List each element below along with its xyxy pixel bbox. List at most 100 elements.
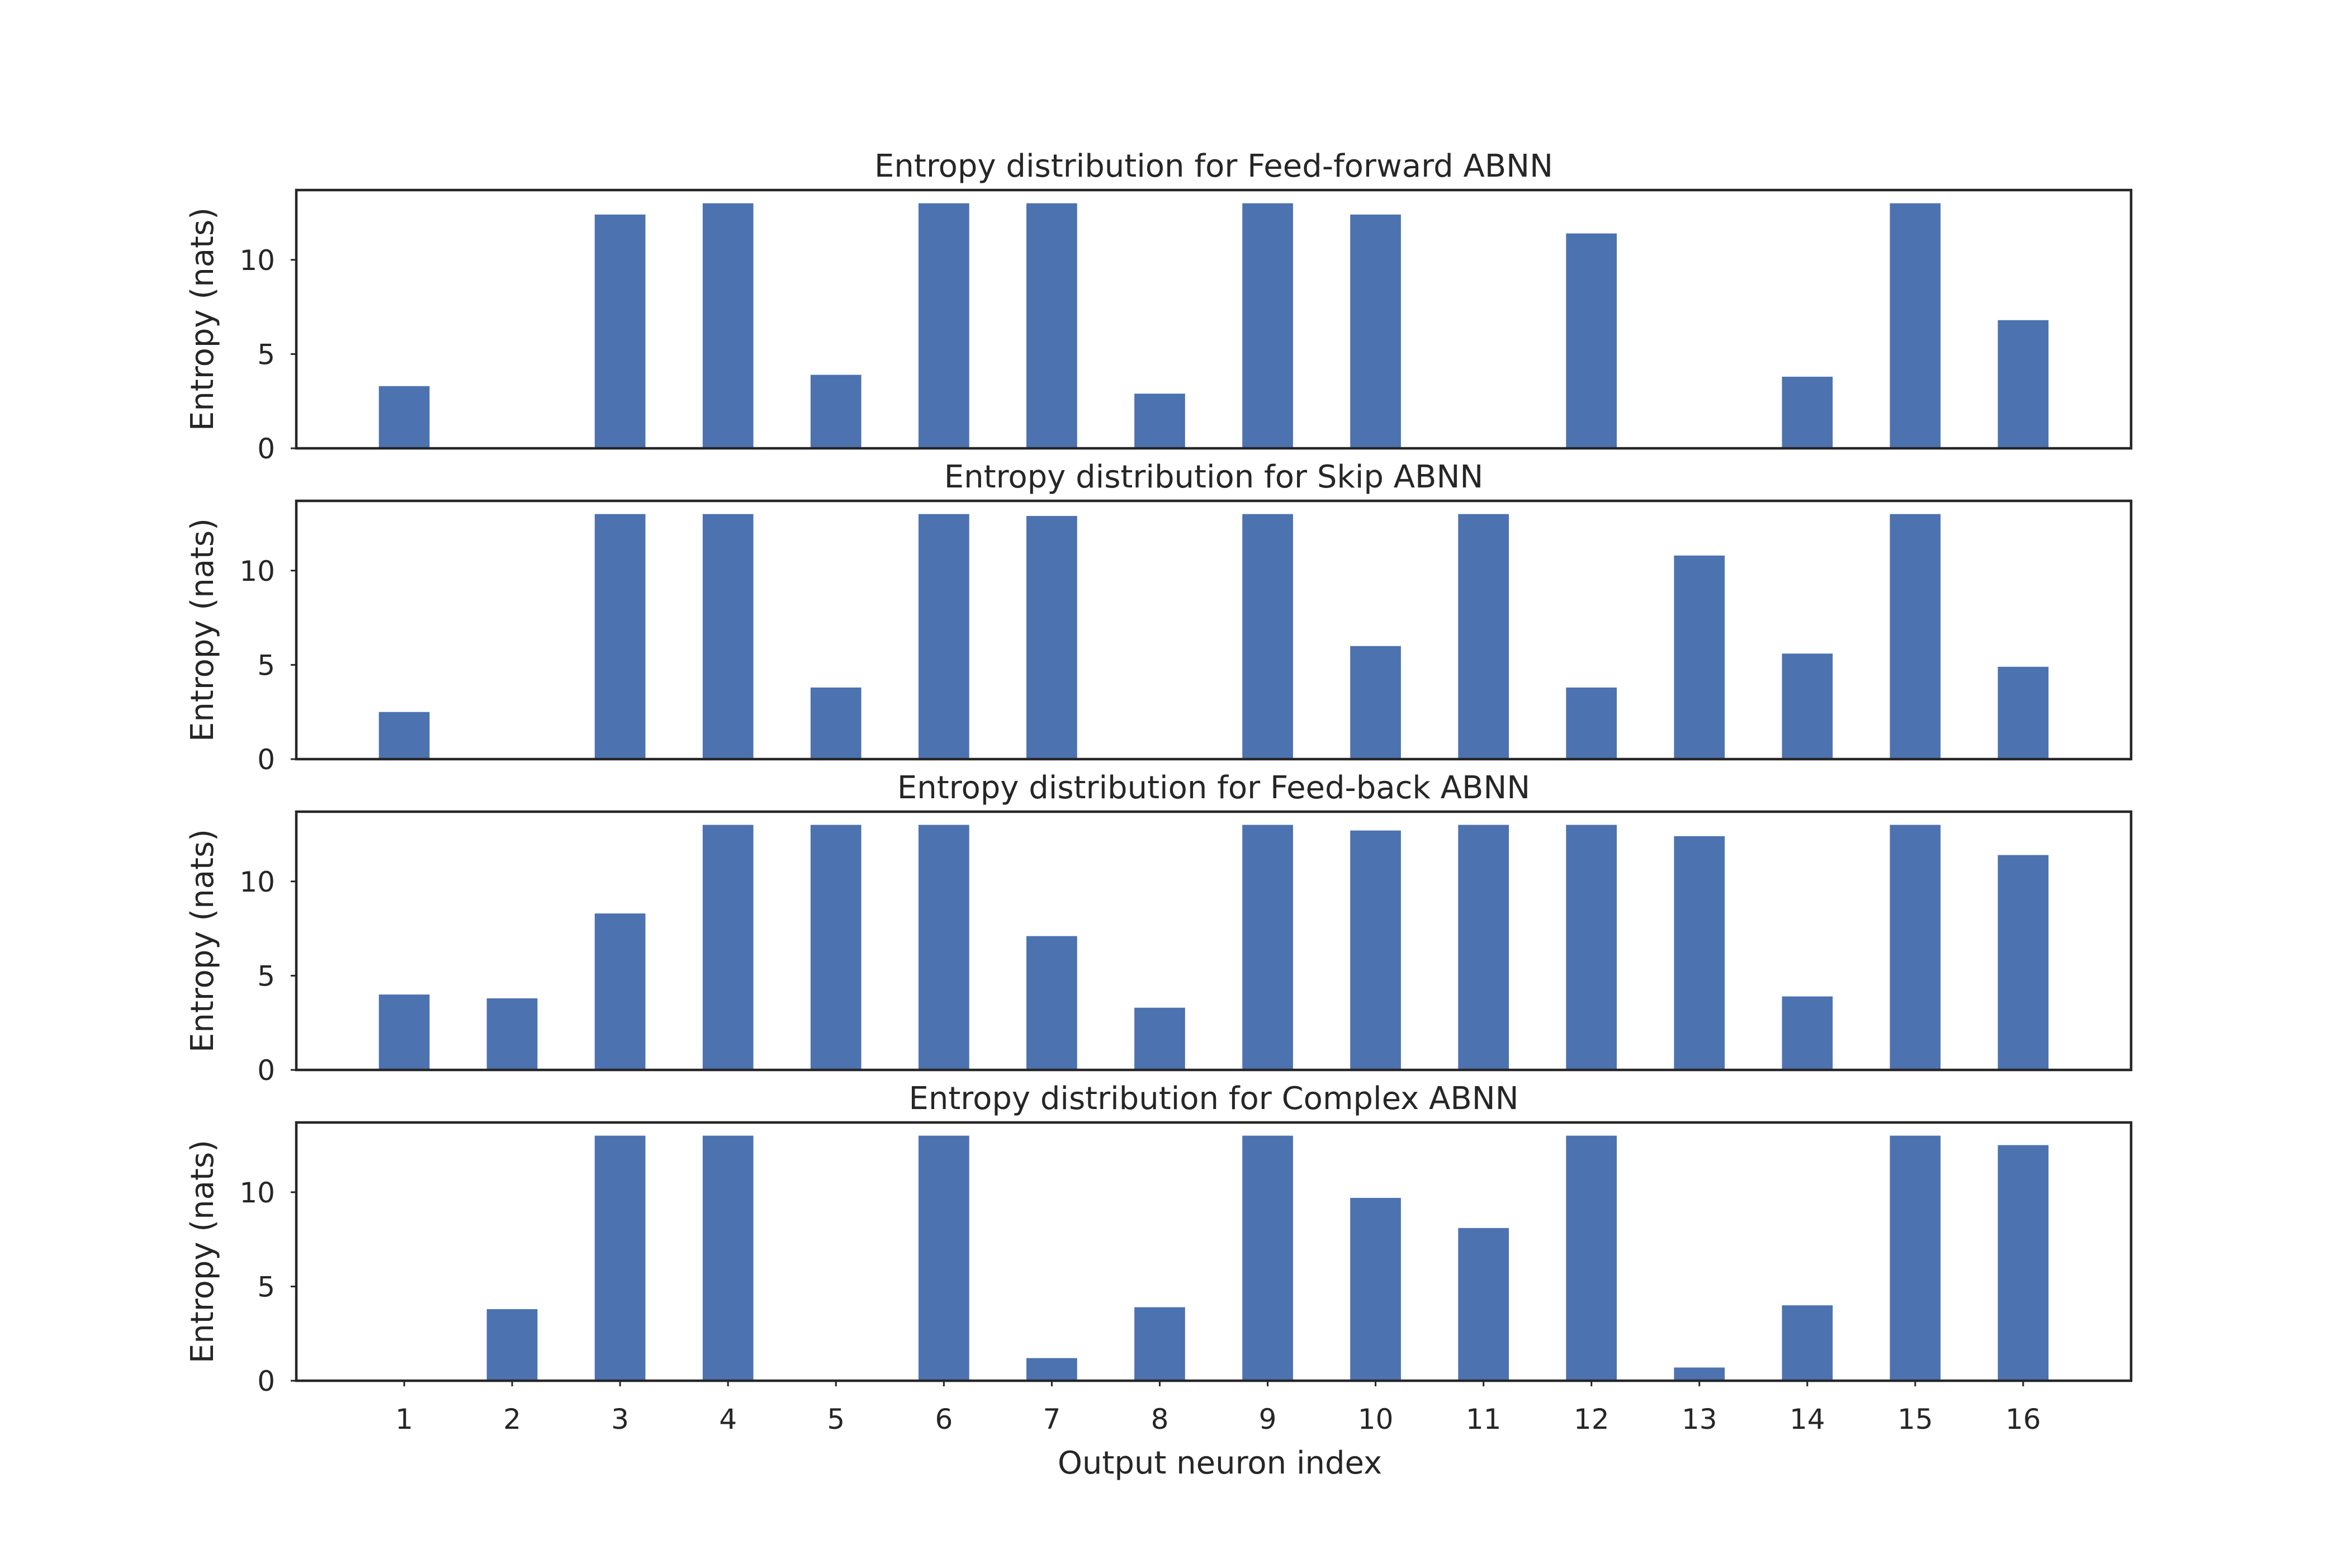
bar-16	[1997, 666, 2049, 759]
bar-16	[1997, 320, 2049, 448]
bar-4	[702, 203, 754, 448]
bar-9	[1242, 514, 1293, 759]
bar-6	[919, 825, 969, 1070]
x-tick-label-4: 4	[719, 1403, 737, 1436]
bar-15	[1890, 203, 1941, 448]
bar-5	[810, 687, 861, 759]
x-tick-label-14: 14	[1790, 1403, 1825, 1436]
y-tick-label: 10	[239, 1177, 275, 1209]
bar-14	[1782, 996, 1833, 1070]
x-tick-label-2: 2	[503, 1403, 521, 1436]
x-tick-label-10: 10	[1358, 1403, 1394, 1436]
bar-13	[1674, 836, 1725, 1070]
x-tick-label-11: 11	[1466, 1403, 1502, 1436]
y-tick-label: 10	[239, 244, 275, 277]
bar-12	[1566, 825, 1617, 1070]
bar-4	[702, 1135, 754, 1381]
bar-2	[486, 998, 538, 1070]
bar-15	[1890, 1135, 1941, 1381]
x-tick-label-1: 1	[395, 1403, 413, 1436]
axes-frame	[295, 810, 2133, 1072]
panel-1: Entropy distribution for Feed-forward AB…	[184, 148, 2133, 465]
x-axis-label: Output neuron index	[1058, 1445, 1382, 1481]
x-tick-label-15: 15	[1897, 1403, 1933, 1436]
bar-12	[1566, 1135, 1617, 1381]
bar-11	[1458, 1228, 1509, 1381]
bar-10	[1350, 214, 1401, 448]
bar-4	[702, 825, 754, 1070]
x-tick-label-12: 12	[1574, 1403, 1609, 1436]
panel-title: Entropy distribution for Complex ABNN	[908, 1081, 1518, 1117]
bar-8	[1134, 394, 1185, 448]
panel-3: Entropy distribution for Feed-back ABNN 0…	[184, 770, 2133, 1087]
x-tick-label-16: 16	[2005, 1403, 2041, 1436]
panel-title: Entropy distribution for Feed-forward AB…	[874, 148, 1553, 184]
axes-frame	[295, 1121, 2133, 1382]
bar-9	[1242, 203, 1293, 448]
bar-10	[1350, 1197, 1401, 1381]
bar-15	[1890, 514, 1941, 759]
x-tick-label-7: 7	[1043, 1403, 1061, 1436]
y-tick-label: 0	[257, 1365, 275, 1398]
y-tick-label: 5	[257, 1271, 275, 1303]
panel-title: Entropy distribution for Feed-back ABNN	[897, 770, 1530, 806]
x-tick-label-13: 13	[1682, 1403, 1717, 1436]
x-tick-label-3: 3	[611, 1403, 629, 1436]
bar-3	[594, 913, 646, 1070]
y-tick-label: 5	[257, 960, 275, 992]
bar-11	[1458, 514, 1509, 759]
y-axis-label: Entropy (nats)	[184, 829, 221, 1053]
bar-1	[378, 994, 430, 1070]
bar-3	[594, 214, 646, 448]
bar-7	[1026, 936, 1077, 1070]
y-tick-label: 0	[257, 743, 275, 776]
x-tick-label-9: 9	[1259, 1403, 1277, 1436]
panel-4: Entropy distribution for Complex ABNN 0 5 1…	[184, 1081, 2133, 1436]
bar-3	[594, 514, 646, 759]
y-tick-label: 0	[257, 433, 275, 465]
bar-8	[1134, 1307, 1185, 1381]
bar-2	[486, 1309, 538, 1381]
bar-11	[1458, 825, 1509, 1070]
bar-7	[1026, 203, 1077, 448]
bar-13	[1674, 555, 1725, 759]
panel-title: Entropy distribution for Skip ABNN	[944, 459, 1484, 495]
bar-12	[1566, 687, 1617, 759]
bar-6	[919, 514, 969, 759]
bar-12	[1566, 233, 1617, 448]
bar-4	[702, 514, 754, 759]
bar-14	[1782, 1305, 1833, 1381]
bar-5	[810, 375, 861, 448]
panel-2: Entropy distribution for Skip ABNN 0 5 10 En…	[184, 459, 2133, 776]
y-tick-label: 10	[239, 555, 275, 588]
y-tick-label: 5	[257, 649, 275, 681]
bar-7	[1026, 1358, 1077, 1381]
y-tick-label: 0	[257, 1054, 275, 1087]
bar-8	[1134, 1007, 1185, 1070]
bar-1	[378, 712, 430, 759]
bar-14	[1782, 653, 1833, 759]
y-axis-label: Entropy (nats)	[184, 1140, 221, 1363]
bar-3	[594, 1135, 646, 1381]
bar-16	[1997, 1145, 2049, 1381]
bar-6	[919, 203, 969, 448]
bar-14	[1782, 376, 1833, 448]
bar-15	[1890, 825, 1941, 1070]
bar-5	[810, 825, 861, 1070]
bar-9	[1242, 825, 1293, 1070]
y-axis-label: Entropy (nats)	[184, 518, 221, 742]
bar-16	[1997, 855, 2049, 1070]
x-tick-label-8: 8	[1151, 1403, 1169, 1436]
axes-frame	[295, 188, 2133, 450]
bar-13	[1674, 1367, 1725, 1381]
bar-9	[1242, 1135, 1293, 1381]
bar-10	[1350, 830, 1401, 1070]
bar-10	[1350, 646, 1401, 759]
x-tick-label-6: 6	[935, 1403, 953, 1436]
bar-1	[378, 386, 430, 448]
x-tick-label-5: 5	[827, 1403, 845, 1436]
bar-6	[919, 1135, 969, 1381]
bar-7	[1026, 516, 1077, 759]
axes-frame	[295, 499, 2133, 761]
